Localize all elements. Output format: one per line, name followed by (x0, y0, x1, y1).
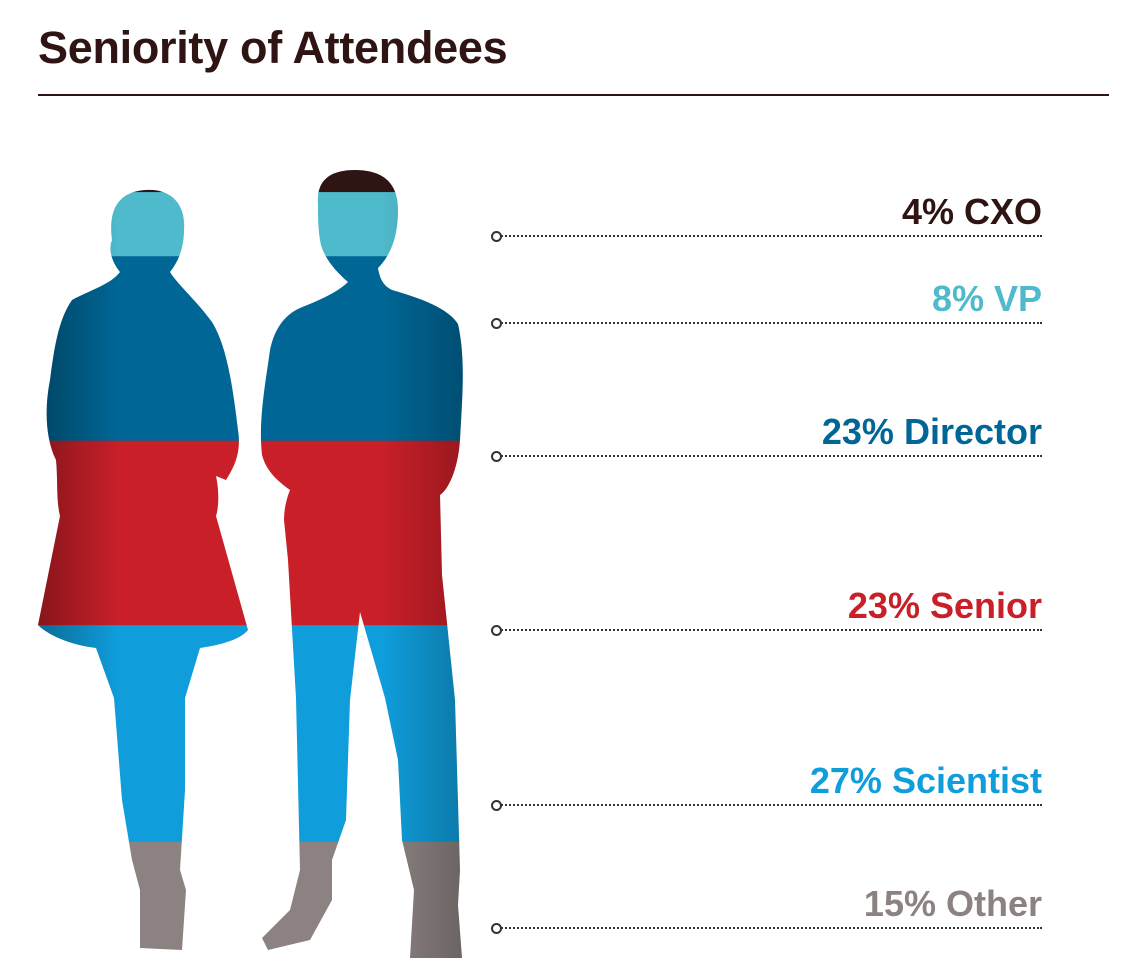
leader-line-director (498, 455, 1042, 457)
silhouette-shading (38, 170, 463, 958)
band-vp (38, 192, 463, 257)
label-cxo: 4% CXO (901, 191, 1042, 232)
label-vp: 8% VP (931, 278, 1042, 319)
label-other: 15% Other (863, 883, 1042, 924)
leader-line-senior (498, 629, 1042, 631)
label-scientist: 27% Scientist (809, 760, 1042, 801)
leader-dot-cxo (491, 231, 502, 242)
leader-line-vp (498, 322, 1042, 324)
leader-dot-vp (491, 318, 502, 329)
leader-dot-scientist (491, 800, 502, 811)
leader-dot-other (491, 923, 502, 934)
leader-line-other (498, 927, 1042, 929)
band-other (38, 841, 463, 958)
leader-line-cxo (498, 235, 1042, 237)
title-rule (38, 94, 1109, 96)
band-cxo (38, 170, 463, 193)
chart-title: Seniority of Attendees (38, 22, 508, 73)
leader-dot-senior (491, 625, 502, 636)
leader-line-scientist (498, 804, 1042, 806)
label-director: 23% Director (821, 411, 1042, 452)
leader-dot-director (491, 451, 502, 462)
label-senior: 23% Senior (847, 585, 1042, 626)
